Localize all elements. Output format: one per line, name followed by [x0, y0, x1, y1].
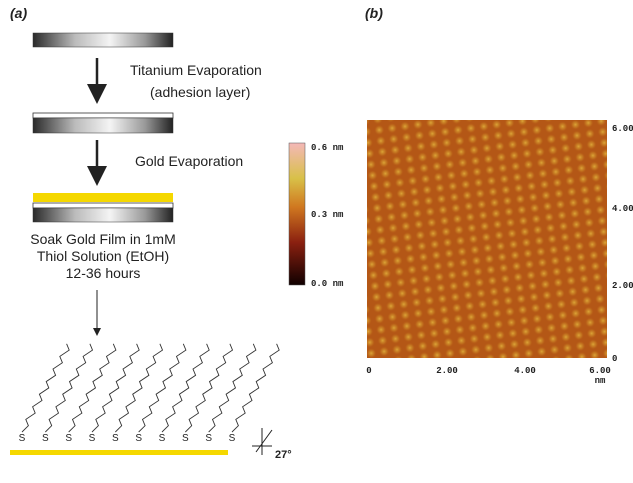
substrate	[33, 208, 173, 222]
y-tick-label: 4.00	[612, 204, 633, 214]
y-tick-label: 0	[612, 354, 617, 364]
alkyl-chain	[185, 344, 232, 432]
colorbar-label: 0.6 nm	[311, 143, 344, 153]
step-text: Titanium Evaporation	[130, 62, 262, 78]
colorbar-label: 0.3 nm	[311, 210, 344, 220]
figure: (a) Titanium Evaporation (adhesion layer…	[0, 0, 633, 483]
afm-shade	[367, 120, 607, 358]
sulfur-label: S	[182, 433, 189, 444]
gold-layer	[33, 193, 173, 202]
titanium-layer	[33, 113, 173, 118]
tilt-symbol	[252, 428, 272, 455]
x-unit: nm	[595, 376, 606, 386]
step-text: Soak Gold Film in 1mM	[30, 231, 175, 247]
sulfur-label: S	[19, 433, 26, 444]
alkyl-chain	[162, 344, 209, 432]
step-text: 12-36 hours	[66, 265, 141, 281]
panel-label: (b)	[365, 5, 383, 21]
step-text: Gold Evaporation	[135, 153, 243, 169]
alkyl-chain	[209, 344, 256, 432]
x-tick-label: 2.00	[436, 366, 458, 376]
substrate	[33, 33, 173, 47]
sulfur-label: S	[205, 433, 212, 444]
step-text: Thiol Solution (EtOH)	[37, 248, 169, 264]
x-tick-label: 4.00	[514, 366, 536, 376]
y-tick-label: 2.00	[612, 281, 633, 291]
alkyl-chain	[45, 344, 92, 432]
colorbar-label: 0.0 nm	[311, 279, 344, 289]
angle-label: 27°	[275, 449, 292, 461]
step-text: (adhesion layer)	[150, 84, 250, 100]
alkyl-chain	[115, 344, 162, 432]
sulfur-label: S	[229, 433, 236, 444]
alkyl-chain	[232, 344, 279, 432]
sulfur-label: S	[42, 433, 49, 444]
panel-label: (a)	[10, 5, 27, 21]
sulfur-label: S	[135, 433, 142, 444]
alkyl-chain	[69, 344, 116, 432]
alkyl-chain	[92, 344, 139, 432]
x-tick-label: 0	[366, 366, 371, 376]
substrate	[33, 118, 173, 133]
sulfur-label: S	[65, 433, 72, 444]
gold-surface	[10, 450, 228, 455]
x-tick-label: 6.00	[589, 366, 611, 376]
sulfur-label: S	[159, 433, 166, 444]
alkyl-chain	[22, 344, 69, 432]
alkyl-chain	[139, 344, 186, 432]
sulfur-label: S	[89, 433, 96, 444]
y-tick-label: 6.00	[612, 124, 633, 134]
colorbar	[289, 143, 305, 285]
titanium-layer	[33, 203, 173, 208]
sulfur-label: S	[112, 433, 119, 444]
